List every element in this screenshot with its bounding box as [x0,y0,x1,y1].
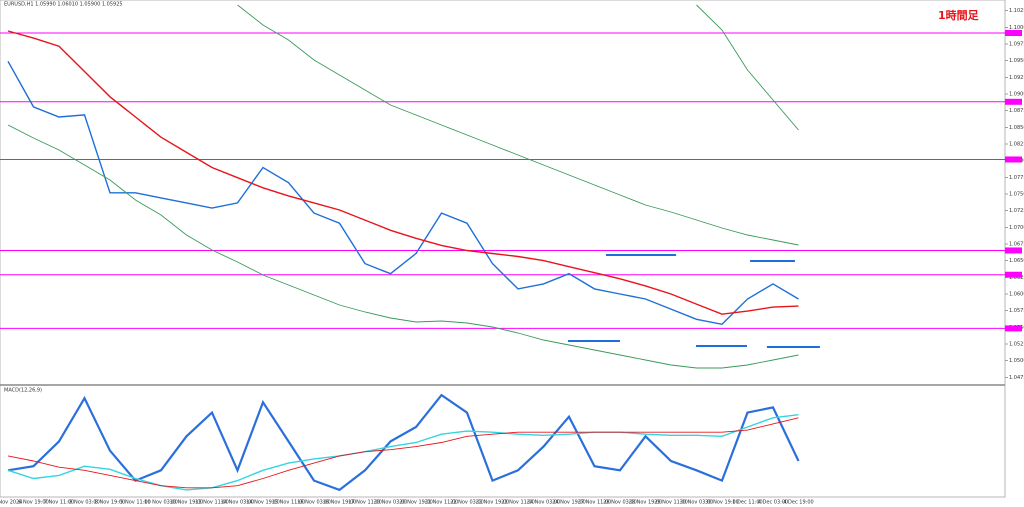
series-line [7,60,799,326]
price-level-tag [1005,98,1022,105]
y-tick-label: 1.07000 [1009,225,1024,231]
x-tick-label: 22 Nov 03:00 [450,500,484,506]
y-tick-label: 1.09750 [1009,42,1024,48]
y-tick-label: 1.09500 [1009,58,1024,64]
y-tick-label: 1.06500 [1009,258,1024,264]
series-line [7,30,799,315]
x-tick-label: 24 Nov 03:00 [527,500,561,506]
symbol-header: EURUSD,H1 1.05990 1.06010 1.05900 1.0592… [4,2,123,8]
series-line [7,124,799,369]
y-tick-label: 1.08250 [1009,142,1024,148]
series-line [696,4,799,131]
y-tick-label: 1.10000 [1009,25,1024,31]
x-tick-label: 22 Nov 19:00 [476,500,510,506]
x-tick-label: 8 Nov 19:00 [95,500,126,506]
y-tick-label: 1.05750 [1009,308,1024,314]
y-tick-label: 1.08500 [1009,125,1024,131]
y-tick-label: 1.07750 [1009,175,1024,181]
x-tick-label: 23 Nov 11:00 [501,500,535,506]
x-tick-label: 4 Dec 03:00 [758,500,788,506]
x-tick-label: 16 Nov 03:00 [297,500,331,506]
price-level-tag [1005,30,1022,36]
series-line [7,417,799,489]
x-tick-label: 24 Nov 19:00 [552,500,586,506]
x-tick-label: 9 Nov 11:00 [120,500,151,506]
x-tick-label: 7 Nov 11:00 [44,500,75,506]
price-level-tag [1005,325,1022,332]
x-tick-label: 8 Nov 03:00 [69,500,100,506]
series-line [7,414,799,491]
y-tick-label: 1.07500 [1009,192,1024,198]
x-tick-label: 15 Nov 11:00 [272,500,306,506]
timeframe-title: 1時間足 [938,8,980,22]
y-tick-label: 1.08750 [1009,108,1024,114]
price-level-tag [1005,271,1022,278]
x-tick-label: 28 Nov 19:00 [629,500,663,506]
y-tick-label: 1.06250 [1009,275,1024,281]
x-tick-label: 6 Nov 19:00 [18,500,49,506]
x-tick-label: 14 Nov 03:00 [221,500,255,506]
x-tick-label: 21 Nov 11:00 [425,500,459,506]
indicator-label: MACD(12,26,9) [4,388,42,394]
plot-frame [0,0,1006,498]
x-tick-label: 28 Nov 03:00 [603,500,637,506]
x-tick-label: 4 Nov 2024 [0,500,22,506]
x-tick-label: 13 Nov 11:00 [195,500,229,506]
series-line [237,4,799,246]
x-tick-label: 14 Nov 19:00 [246,500,280,506]
series-line [7,393,800,492]
y-tick-label: 1.09000 [1009,92,1024,98]
price-level-tag [1005,156,1022,163]
x-tick-label: 17 Nov 11:00 [348,500,382,506]
y-tick-label: 1.07250 [1009,208,1024,214]
x-tick-label: 10 Nov 19:00 [170,500,204,506]
x-tick-label: 16 Nov 19:00 [323,500,357,506]
y-tick-label: 1.06000 [1009,292,1024,298]
x-tick-label: 20 Nov 19:00 [399,500,433,506]
y-tick-label: 1.09250 [1009,75,1024,81]
x-tick-label: 27 Nov 11:00 [578,500,612,506]
y-tick-label: 1.05000 [1009,358,1024,364]
x-tick-label: 4 Dec 19:00 [783,500,813,506]
x-tick-label: 29 Nov 11:00 [654,500,688,506]
price-level-tag [1005,247,1022,254]
x-tick-label: 20 Nov 03:00 [374,500,408,506]
x-tick-label: 1 Dec 11:00 [732,500,762,506]
y-tick-label: 1.05250 [1009,342,1024,348]
y-tick-label: 1.04750 [1009,375,1024,381]
y-tick-label: 1.10250 [1009,8,1024,14]
x-tick-label: 30 Nov 19:00 [705,500,739,506]
x-tick-label: 10 Nov 03:00 [144,500,178,506]
x-tick-label: 30 Nov 03:00 [680,500,714,506]
y-tick-label: 1.06750 [1009,242,1024,248]
